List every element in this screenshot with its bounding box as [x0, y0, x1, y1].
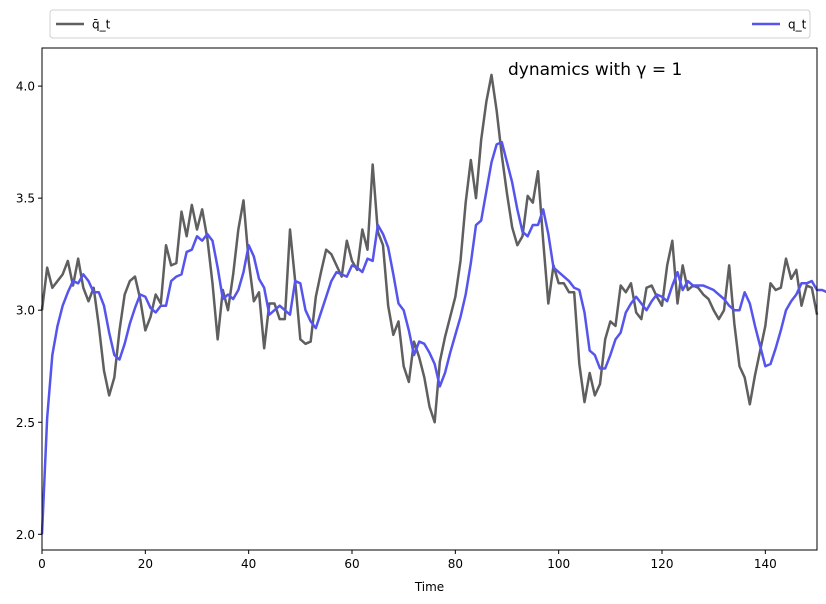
series-layer	[40, 73, 826, 535]
legend: q̄_t q_t	[49, 9, 811, 39]
x-tick-label: 80	[448, 557, 463, 571]
plot-area	[42, 48, 817, 550]
x-tick-label: 0	[38, 557, 46, 571]
x-axis: 0 20 40 60 80 100 120 140	[38, 550, 777, 571]
legend-label-series-0: q̄_t	[92, 18, 111, 32]
x-tick-label: 120	[651, 557, 674, 571]
x-tick-label: 20	[138, 557, 153, 571]
y-axis: 2.0 2.5 3.0 3.5 4.0	[16, 80, 42, 542]
series-line-0	[40, 73, 819, 424]
y-tick-label: 4.0	[16, 80, 35, 94]
chart-annotation: dynamics with γ = 1	[508, 60, 682, 80]
legend-frame	[49, 9, 811, 39]
legend-label-series-1: q_t	[788, 18, 807, 32]
plot-frame	[41, 47, 818, 551]
y-tick-label: 3.5	[16, 192, 35, 206]
y-tick-label: 3.0	[16, 304, 35, 318]
x-tick-label: 60	[344, 557, 359, 571]
series-line-1	[40, 140, 826, 535]
y-tick-label: 2.0	[16, 528, 35, 542]
x-tick-label: 140	[754, 557, 777, 571]
x-axis-label: Time	[414, 580, 444, 594]
x-tick-label: 100	[547, 557, 570, 571]
x-tick-label: 40	[241, 557, 256, 571]
y-tick-label: 2.5	[16, 416, 35, 430]
